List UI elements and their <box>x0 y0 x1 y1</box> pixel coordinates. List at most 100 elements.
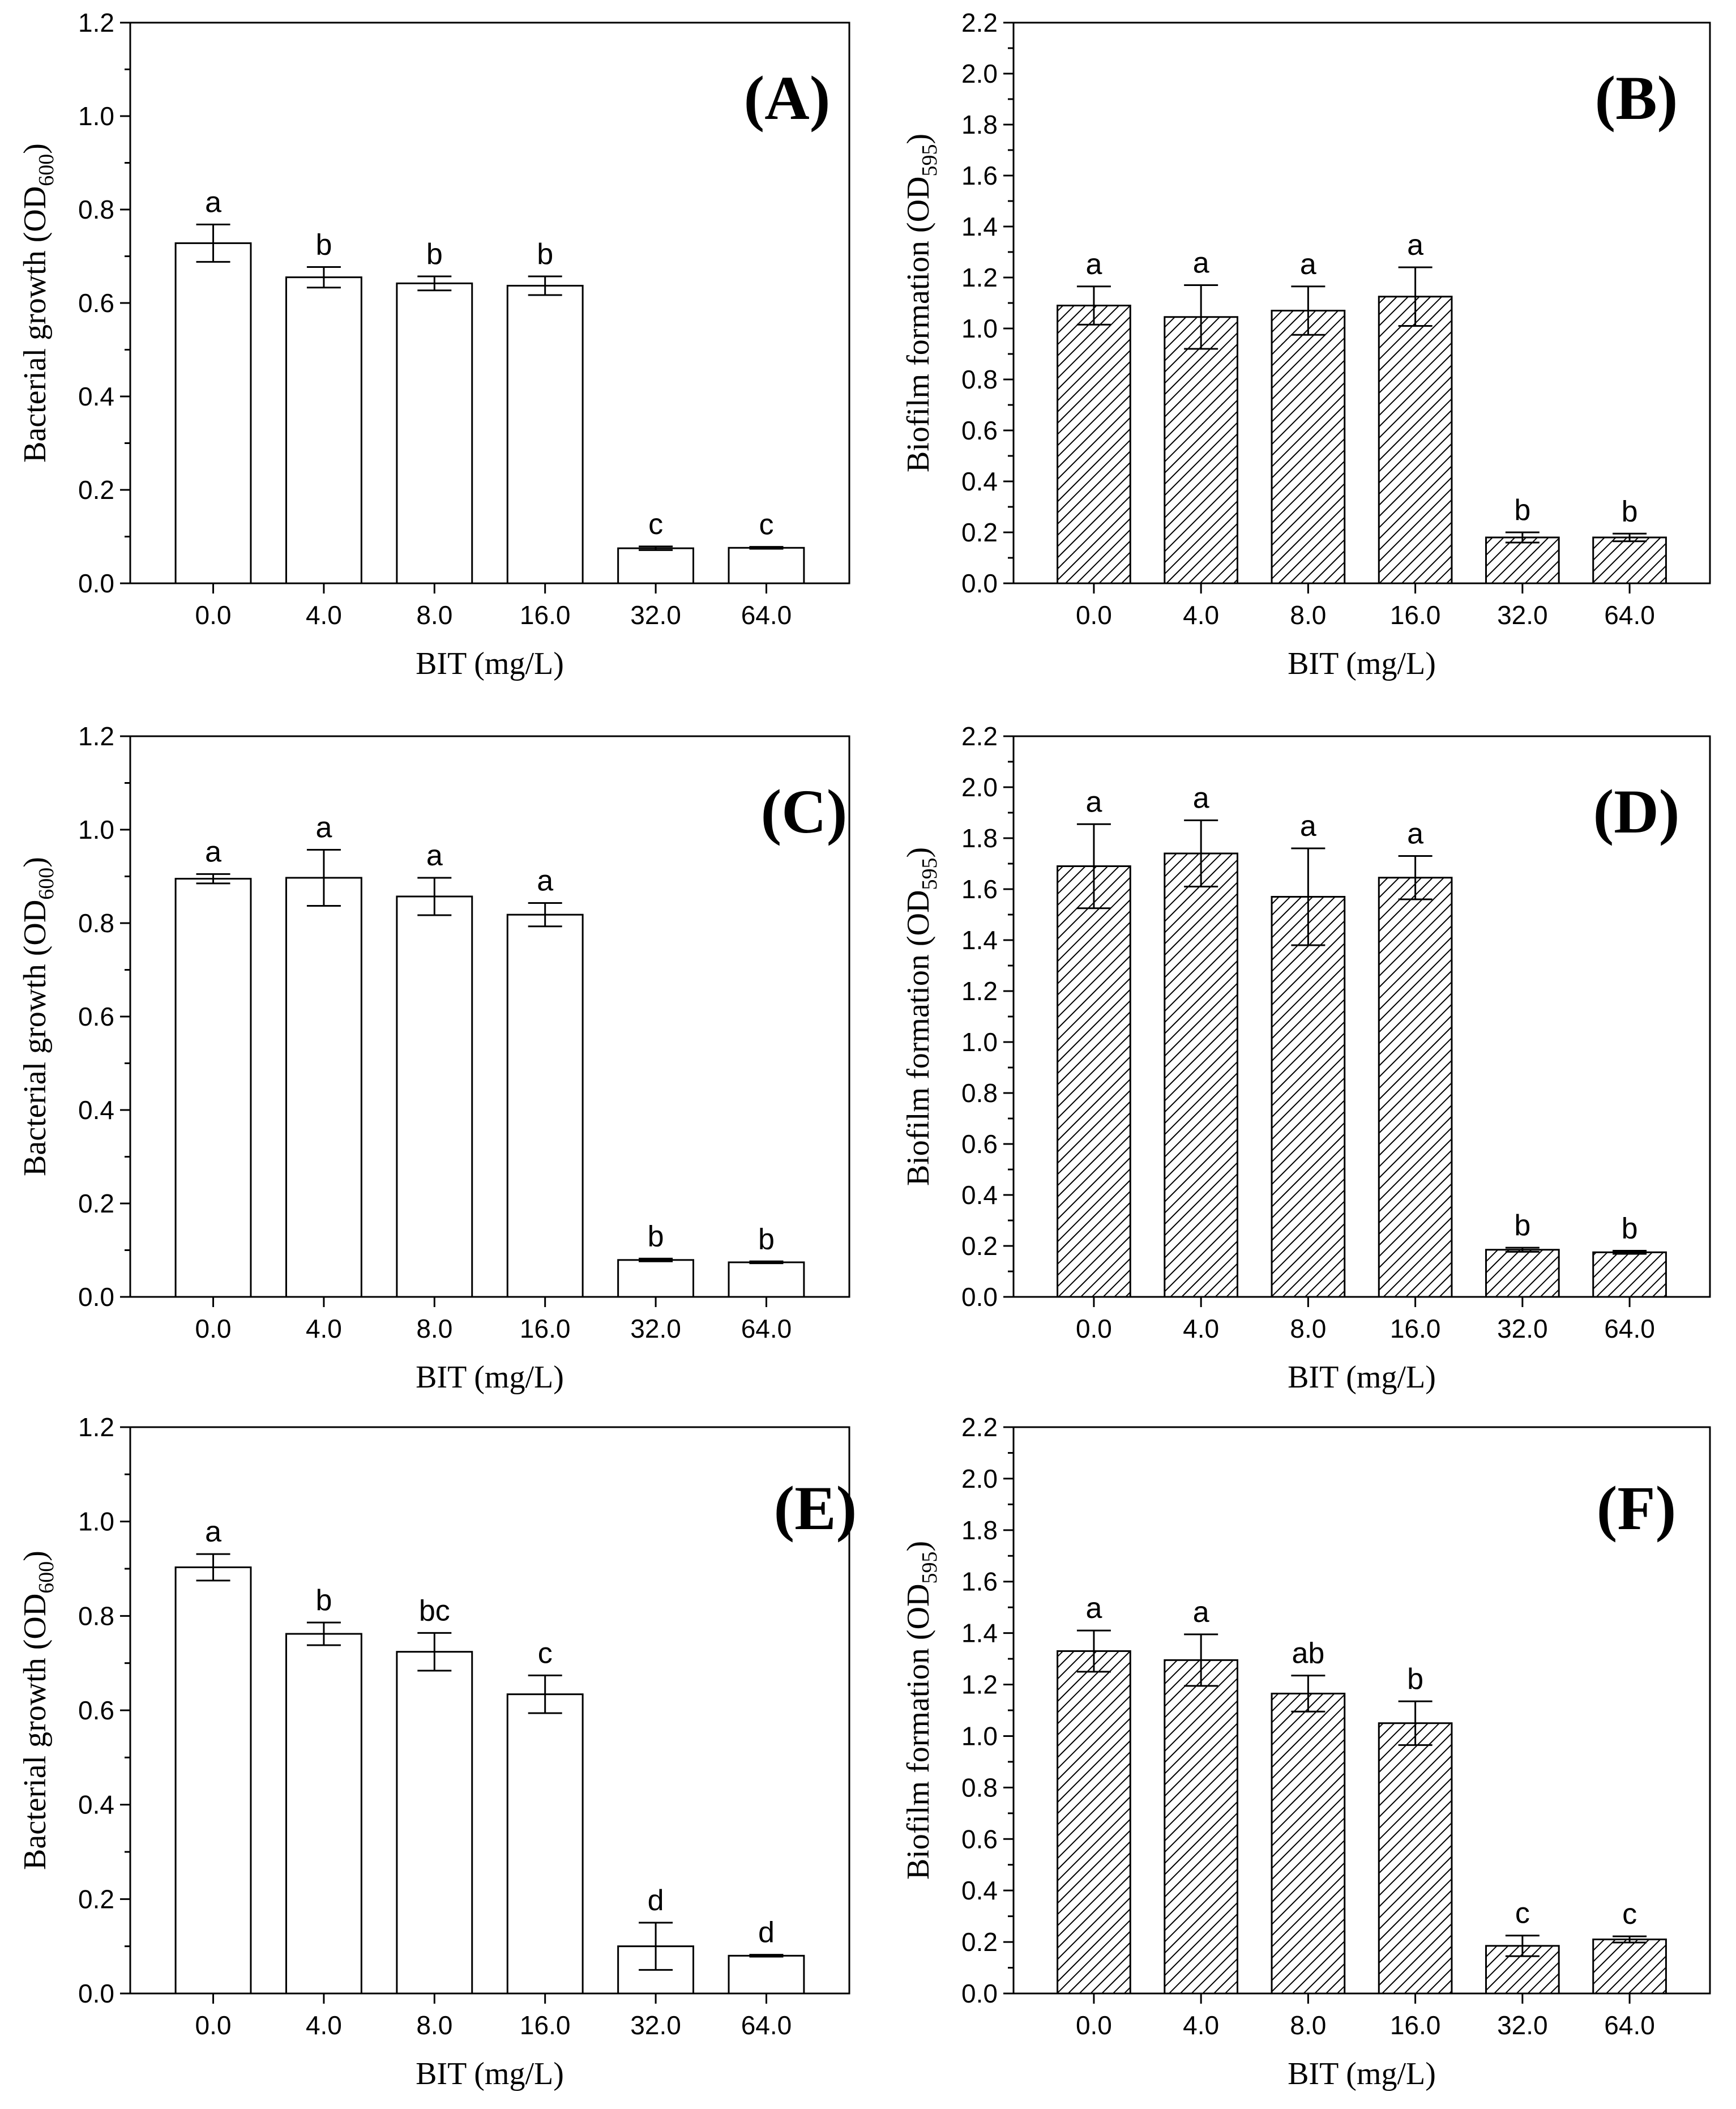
y-axis-title: Bacterial growth (OD600) <box>18 143 58 463</box>
x-tick-label: 8.0 <box>416 2010 452 2040</box>
y-tick-label: 0.4 <box>961 1876 998 1905</box>
y-tick-label: 1.6 <box>961 1567 998 1596</box>
x-tick-label: 16.0 <box>1390 1314 1441 1343</box>
x-tick-label: 64.0 <box>741 1314 792 1343</box>
x-tick-label: 0.0 <box>1076 600 1112 630</box>
significance-label: a <box>537 865 553 898</box>
chart-panel: 0.0 0.2 0.4 0.6 0.8 1.0 1.2 1.4 1.6 1.8 2.0 2.2 a 0.0… <box>901 722 1711 1395</box>
y-tick-label: 0.8 <box>78 195 114 224</box>
x-tick-label: 64.0 <box>1604 600 1655 630</box>
bar <box>174 878 252 1298</box>
bar <box>1485 1249 1560 1298</box>
y-tick-label: 1.2 <box>78 8 114 37</box>
x-tick-label: 16.0 <box>1390 2010 1441 2040</box>
y-axis-title: Bacterial growth (OD600) <box>18 1551 58 1870</box>
x-tick-label: 4.0 <box>1183 2010 1219 2040</box>
y-tick-label: 0.8 <box>961 1078 998 1108</box>
significance-label: a <box>205 186 221 219</box>
bar <box>396 895 473 1298</box>
x-tick-label: 32.0 <box>630 2010 681 2040</box>
y-tick-label: 0.2 <box>961 1231 998 1261</box>
bar <box>1271 310 1346 584</box>
y-tick-label: 1.8 <box>961 1515 998 1545</box>
y-tick-label: 1.0 <box>961 314 998 343</box>
y-tick-label: 2.0 <box>961 1464 998 1493</box>
y-tick-label: 0.6 <box>78 288 114 318</box>
significance-label: b <box>315 1584 332 1617</box>
panel-label: (B) <box>1595 63 1678 133</box>
y-tick-label: 1.0 <box>961 1721 998 1751</box>
bar <box>1057 865 1131 1298</box>
bar <box>396 1651 473 1995</box>
y-tick-label: 0.6 <box>78 1002 114 1031</box>
y-tick-label: 0.8 <box>961 1773 998 1802</box>
y-tick-label: 0.0 <box>961 1282 998 1312</box>
bar <box>617 547 695 584</box>
y-tick-label: 0.2 <box>78 1189 114 1218</box>
y-tick-label: 2.0 <box>961 59 998 88</box>
x-tick-label: 8.0 <box>416 1314 452 1343</box>
significance-label: b <box>648 1220 664 1253</box>
significance-label: a <box>205 835 221 868</box>
x-tick-label: 0.0 <box>195 600 232 630</box>
y-tick-label: 0.0 <box>78 569 114 598</box>
x-tick-label: 64.0 <box>741 600 792 630</box>
y-tick-label: 0.4 <box>78 1095 114 1125</box>
significance-label: b <box>758 1223 775 1256</box>
y-tick-label: 0.8 <box>961 365 998 394</box>
bar <box>1271 1692 1346 1995</box>
significance-label: a <box>315 811 332 844</box>
bar <box>174 1566 252 1995</box>
x-tick-label: 16.0 <box>520 1314 571 1343</box>
y-tick-label: 2.2 <box>961 722 998 751</box>
y-tick-label: 2.2 <box>961 8 998 37</box>
significance-label: a <box>1300 248 1316 281</box>
x-tick-label: 8.0 <box>1290 1314 1326 1343</box>
y-tick-label: 0.0 <box>961 569 998 598</box>
bar <box>1592 1939 1667 1995</box>
y-tick-label: 1.4 <box>961 212 998 241</box>
x-tick-label: 32.0 <box>1497 600 1548 630</box>
significance-label: c <box>759 509 773 541</box>
bar <box>285 877 362 1298</box>
y-tick-label: 1.2 <box>961 976 998 1006</box>
significance-label: c <box>538 1637 553 1670</box>
panel-label: (D) <box>1593 777 1680 846</box>
y-axis-title: Biofilm formation (OD595) <box>901 847 942 1186</box>
x-tick-label: 4.0 <box>306 1314 342 1343</box>
y-tick-label: 1.0 <box>78 101 114 131</box>
x-tick-label: 0.0 <box>195 1314 232 1343</box>
y-tick-label: 0.2 <box>961 518 998 547</box>
significance-label: a <box>205 1515 221 1548</box>
bar <box>1592 1251 1667 1298</box>
x-tick-label: 8.0 <box>1290 600 1326 630</box>
significance-label: ab <box>1292 1637 1324 1670</box>
x-tick-label: 32.0 <box>1497 1314 1548 1343</box>
significance-label: a <box>1407 818 1423 851</box>
significance-label: b <box>1407 1663 1423 1696</box>
bar <box>1057 1650 1131 1995</box>
significance-label: c <box>1622 1898 1637 1931</box>
bar <box>728 1954 805 1995</box>
x-tick-label: 4.0 <box>1183 600 1219 630</box>
x-tick-label: 32.0 <box>1497 2010 1548 2040</box>
x-tick-label: 4.0 <box>306 2010 342 2040</box>
x-tick-label: 8.0 <box>416 600 452 630</box>
significance-label: a <box>1193 1596 1209 1629</box>
significance-label: b <box>1514 1209 1530 1242</box>
x-tick-label: 64.0 <box>1604 2010 1655 2040</box>
bar <box>506 913 584 1298</box>
bar <box>1057 305 1131 584</box>
bar <box>1271 896 1346 1298</box>
bar <box>174 242 252 584</box>
bar <box>728 547 805 584</box>
y-tick-label: 0.2 <box>78 1884 114 1914</box>
bar <box>285 1633 362 1995</box>
chart-panel: 0.0 0.2 0.4 0.6 0.8 1.0 1.2 a 0.0 b 4.0 bc 8.0 c 16.0 d… <box>18 1412 857 2091</box>
significance-label: a <box>1085 785 1102 818</box>
y-tick-label: 0.8 <box>78 1601 114 1630</box>
panel-label: (C) <box>761 777 848 846</box>
y-tick-label: 1.0 <box>78 815 114 844</box>
bar <box>506 1693 584 1995</box>
